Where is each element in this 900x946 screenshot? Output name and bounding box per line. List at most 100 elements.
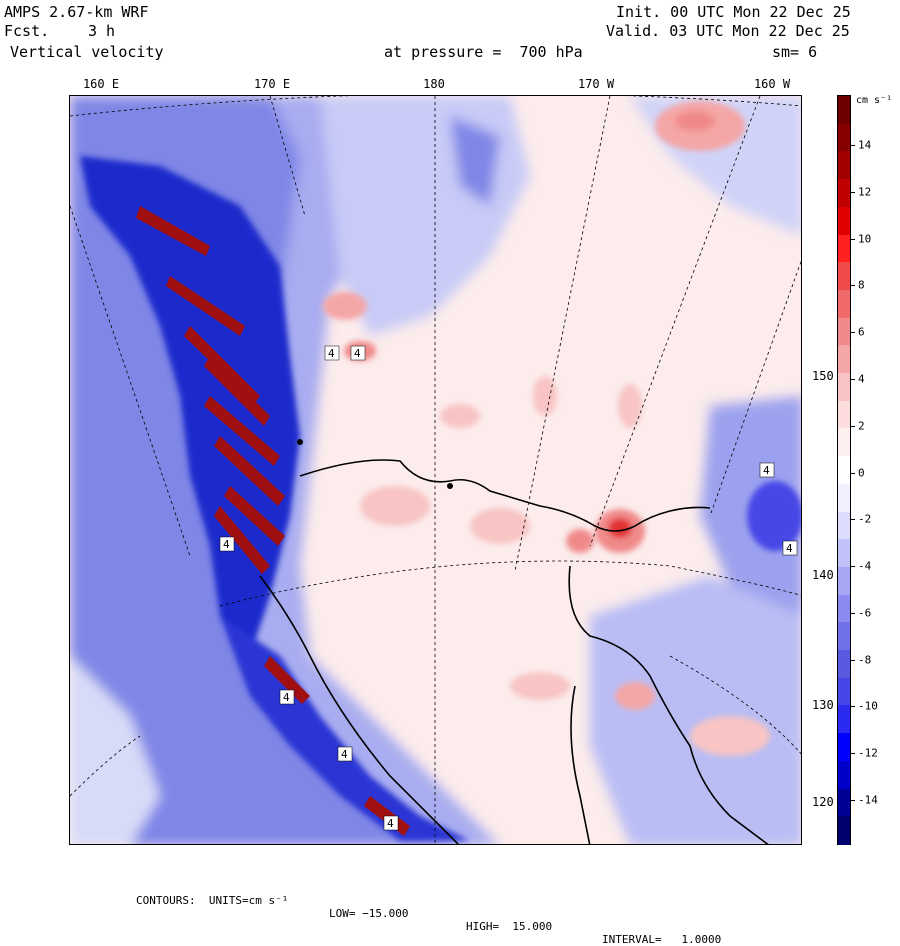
colorbar-segment xyxy=(838,788,850,817)
colorbar-segment xyxy=(838,123,850,152)
smoothing-level: sm= 6 xyxy=(772,43,818,61)
lon-label-160w: 160 W xyxy=(753,77,791,91)
colorbar-tick-mark xyxy=(851,145,855,146)
colorbar-tick-mark xyxy=(851,612,855,614)
station-markers xyxy=(297,439,453,489)
max-label-4: 4 xyxy=(279,689,295,705)
colorbar-tick-mark xyxy=(851,472,855,474)
svg-text:4: 4 xyxy=(328,347,335,360)
ascent-blobs xyxy=(323,101,801,756)
colorbar-segment xyxy=(838,206,850,236)
max-label-7: 4 xyxy=(759,462,775,478)
colorbar-segment xyxy=(838,705,850,734)
field-name: Vertical velocity xyxy=(10,43,164,61)
colorbar-tick-label: 14 xyxy=(858,138,872,152)
max-label-1: 4 xyxy=(324,345,340,361)
lon-label-160e: 160 E xyxy=(82,77,120,91)
svg-text:4: 4 xyxy=(763,464,770,477)
colorbar-segment xyxy=(838,733,850,762)
colorbar-segment xyxy=(838,428,850,457)
colorbar-segment xyxy=(838,262,850,291)
colorbar-tick-label: 10 xyxy=(858,232,872,246)
colorbar-segment xyxy=(838,317,850,346)
colorbar-segment xyxy=(838,622,850,651)
contour-high: HIGH= 15.000 xyxy=(466,920,553,933)
valid-time: Valid. 03 UTC Mon 22 Dec 25 xyxy=(606,22,850,40)
max-label-8: 4 xyxy=(782,540,798,556)
colorbar-segment xyxy=(838,483,850,513)
colorbar-segment xyxy=(838,566,850,596)
colorbar-tick-label: -8 xyxy=(858,653,872,667)
lon-label-170w: 170 W xyxy=(577,77,615,91)
colorbar-tick-label: 4 xyxy=(858,372,865,386)
contour-info: CONTOURS: UNITS=cm s⁻¹ LOW= −15.000 HIGH… xyxy=(0,881,900,946)
colorbar-segment xyxy=(838,234,850,263)
colorbar-tick-label: 2 xyxy=(858,419,865,433)
colorbar-tick-mark xyxy=(851,332,855,334)
max-label-3: 4 xyxy=(219,536,235,552)
colorbar-tick-label: -4 xyxy=(858,559,872,573)
colorbar-tick-mark xyxy=(851,753,855,755)
svg-text:4: 4 xyxy=(387,817,394,830)
lon-label-170e: 170 E xyxy=(253,77,291,91)
forecast-label: Fcst. xyxy=(4,22,50,40)
colorbar-tick-label: -10 xyxy=(858,699,878,713)
colorbar-tick-mark xyxy=(851,191,855,193)
coastline xyxy=(259,459,769,844)
model-title: AMPS 2.67-km WRF xyxy=(4,3,149,21)
colorbar-segment xyxy=(838,345,850,374)
colorbar-tick-mark xyxy=(851,800,855,801)
colorbar xyxy=(837,95,851,845)
pressure-level: at pressure = 700 hPa xyxy=(384,43,583,61)
colorbar-segment xyxy=(838,179,850,208)
colorbar-tick-mark xyxy=(851,519,855,521)
colorbar-tick-mark xyxy=(851,706,855,708)
max-label-2: 4 xyxy=(350,345,366,361)
vertical-velocity-map: 4 4 4 4 4 4 4 4 xyxy=(69,95,802,845)
colorbar-segment xyxy=(838,650,850,679)
colorbar-segment xyxy=(838,594,850,623)
colorbar-segment xyxy=(838,677,850,707)
colorbar-tick-label: -6 xyxy=(858,606,872,620)
forecast-hour: 3 h xyxy=(88,22,116,40)
colorbar-tick-label: 6 xyxy=(858,325,865,339)
contour-units: CONTOURS: UNITS=cm s⁻¹ xyxy=(136,894,289,907)
colorbar-segment xyxy=(838,289,850,319)
colorbar-tick-mark xyxy=(851,378,855,380)
colorbar-units: cm s⁻¹ xyxy=(856,95,893,106)
colorbar-tick-label: 12 xyxy=(858,185,872,199)
max-label-6: 4 xyxy=(383,815,399,831)
colorbar-segment xyxy=(838,539,850,568)
colorbar-tick-mark xyxy=(851,659,855,661)
colorbar-segment xyxy=(838,96,850,125)
ascent-streaks xyxy=(136,206,410,836)
colorbar-tick-label: 0 xyxy=(858,466,865,479)
colorbar-tick-mark xyxy=(851,285,855,287)
colorbar-tick-label: -14 xyxy=(858,793,878,807)
svg-text:4: 4 xyxy=(354,347,361,360)
colorbar-tick-mark xyxy=(851,425,855,427)
colorbar-segment xyxy=(838,816,850,845)
svg-text:4: 4 xyxy=(283,691,290,704)
svg-text:4: 4 xyxy=(786,542,793,555)
colorbar-segment xyxy=(838,511,850,540)
local-max-labels: 4 4 4 4 4 4 4 4 xyxy=(219,345,798,831)
colorbar-tick-label: -12 xyxy=(858,746,878,760)
colorbar-segment xyxy=(838,400,850,430)
colorbar-tick-label: 8 xyxy=(858,278,865,292)
lon-label-180: 180 xyxy=(423,77,445,91)
graticule xyxy=(70,96,801,844)
svg-text:4: 4 xyxy=(341,748,348,761)
init-time: Init. 00 UTC Mon 22 Dec 25 xyxy=(616,3,851,21)
contour-interval: INTERVAL= 1.0000 xyxy=(602,933,722,946)
colorbar-tick-label: -2 xyxy=(858,512,872,526)
colorbar-tick-mark xyxy=(851,566,855,568)
colorbar-segment xyxy=(838,373,850,402)
colorbar-tick-mark xyxy=(851,238,855,240)
colorbar-segment xyxy=(838,151,850,180)
contour-low: LOW= −15.000 xyxy=(329,907,409,920)
colorbar-segment xyxy=(838,456,850,485)
map-canvas: 4 4 4 4 4 4 4 4 xyxy=(70,96,801,844)
max-label-5: 4 xyxy=(337,746,353,762)
colorbar-segment xyxy=(838,760,850,790)
